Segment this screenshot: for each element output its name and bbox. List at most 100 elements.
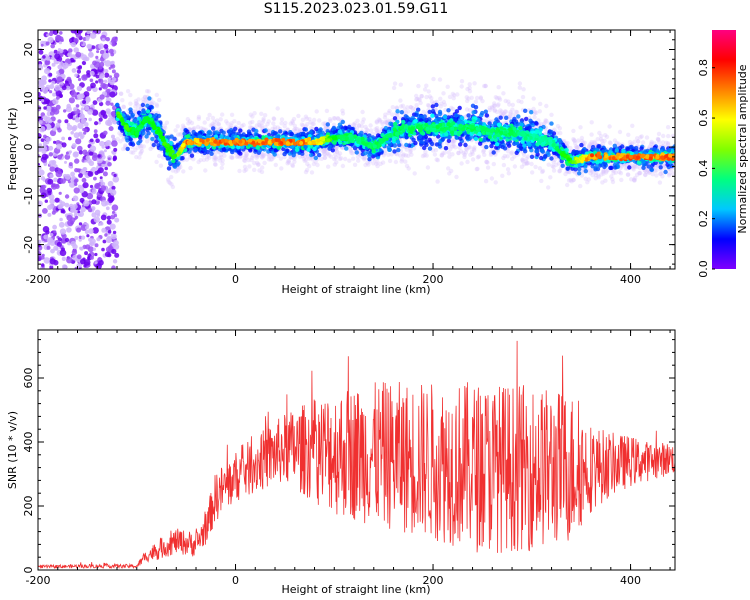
noise-speckle xyxy=(55,122,61,128)
noise-speckle xyxy=(41,99,45,103)
ridge-point xyxy=(565,182,570,188)
noise-speckle xyxy=(86,86,92,92)
ridge-point xyxy=(305,122,310,127)
noise-speckle xyxy=(80,107,85,111)
noise-speckle xyxy=(42,88,49,94)
ridge-point xyxy=(332,156,337,162)
noise-speckle xyxy=(45,116,51,122)
ridge-point xyxy=(279,166,284,171)
noise-speckle xyxy=(86,30,91,35)
noise-speckle xyxy=(38,49,44,55)
ridge-point xyxy=(507,102,512,107)
ridge-point xyxy=(468,152,473,157)
noise-speckle xyxy=(52,92,57,97)
noise-speckle xyxy=(38,120,43,124)
ridge-point xyxy=(520,157,525,163)
ridge-point xyxy=(656,137,661,143)
noise-speckle xyxy=(83,91,90,98)
ridge-point xyxy=(399,159,404,164)
ridge-point xyxy=(147,96,152,101)
noise-speckle xyxy=(71,126,77,132)
ridge-point xyxy=(249,157,254,163)
ridge-point xyxy=(222,153,227,158)
ridge-point xyxy=(505,154,510,159)
noise-speckle xyxy=(38,92,41,97)
noise-speckle xyxy=(78,238,82,242)
noise-speckle xyxy=(99,176,103,180)
noise-speckle xyxy=(56,241,63,247)
ridge-point xyxy=(273,162,278,168)
ridge-point xyxy=(220,158,225,163)
ridge-point xyxy=(398,82,403,87)
ridge-point xyxy=(392,81,398,86)
ridge-point xyxy=(571,137,576,142)
noise-speckle xyxy=(57,204,63,210)
ridge-point xyxy=(303,114,309,119)
noise-speckle xyxy=(108,245,113,250)
ridge-point xyxy=(499,109,504,114)
noise-speckle xyxy=(109,79,115,86)
ridge-point xyxy=(517,81,523,86)
ridge-point xyxy=(466,113,471,118)
noise-speckle xyxy=(77,77,82,82)
ridge-point xyxy=(603,133,608,138)
ridge-point xyxy=(450,106,456,112)
ridge-point xyxy=(610,177,615,182)
ridge-point xyxy=(424,83,429,88)
ridge-point xyxy=(505,167,511,172)
noise-speckle xyxy=(75,215,79,219)
noise-speckle xyxy=(42,80,47,85)
ridge-point xyxy=(121,104,127,110)
noise-speckle xyxy=(59,81,64,85)
noise-speckle xyxy=(96,237,101,242)
noise-speckle xyxy=(97,154,101,158)
noise-speckle xyxy=(89,78,94,83)
ridge-point xyxy=(465,98,470,104)
noise-speckle xyxy=(99,94,105,100)
ridge-point xyxy=(658,165,663,170)
ridge-point xyxy=(430,109,436,114)
page-title: S115.2023.023.01.59.G11 xyxy=(263,1,449,17)
noise-speckle xyxy=(49,265,54,269)
noise-speckle xyxy=(87,109,93,115)
ridge-point xyxy=(543,118,548,123)
ridge-point xyxy=(138,150,144,155)
ridge-point xyxy=(644,135,650,140)
ridge-point xyxy=(118,91,124,96)
noise-speckle xyxy=(109,75,112,79)
ridge-point xyxy=(296,113,301,119)
ridge-point xyxy=(118,91,124,97)
noise-speckle xyxy=(67,52,73,58)
ridge-point xyxy=(498,111,503,116)
noise-speckle xyxy=(103,149,107,153)
ridge-point xyxy=(435,179,440,184)
ridge-point xyxy=(237,168,242,174)
noise-speckle xyxy=(104,251,111,258)
noise-speckle xyxy=(49,129,57,137)
noise-speckle xyxy=(89,151,94,156)
noise-speckle xyxy=(60,210,64,214)
ridge-point xyxy=(164,120,170,125)
ridge-point xyxy=(538,101,543,107)
ridge-point xyxy=(196,159,201,165)
noise-speckle xyxy=(52,224,57,230)
ridge-point xyxy=(567,170,572,175)
ridge-point xyxy=(292,156,297,161)
noise-speckle xyxy=(38,169,45,176)
ridge-point xyxy=(398,98,403,103)
ridge-point xyxy=(243,153,249,159)
ridge-point xyxy=(247,164,252,169)
noise-speckle xyxy=(89,238,96,245)
ridge-point xyxy=(467,82,472,87)
noise-speckle xyxy=(69,203,74,209)
ridge-point xyxy=(471,110,476,115)
noise-speckle xyxy=(46,33,50,37)
noise-speckle xyxy=(49,173,54,179)
ridge-point xyxy=(347,158,352,163)
noise-speckle xyxy=(105,37,111,42)
ridge-point xyxy=(154,159,159,165)
ridge-point xyxy=(643,172,648,177)
noise-speckle xyxy=(44,68,51,75)
ridge-point xyxy=(170,168,175,173)
